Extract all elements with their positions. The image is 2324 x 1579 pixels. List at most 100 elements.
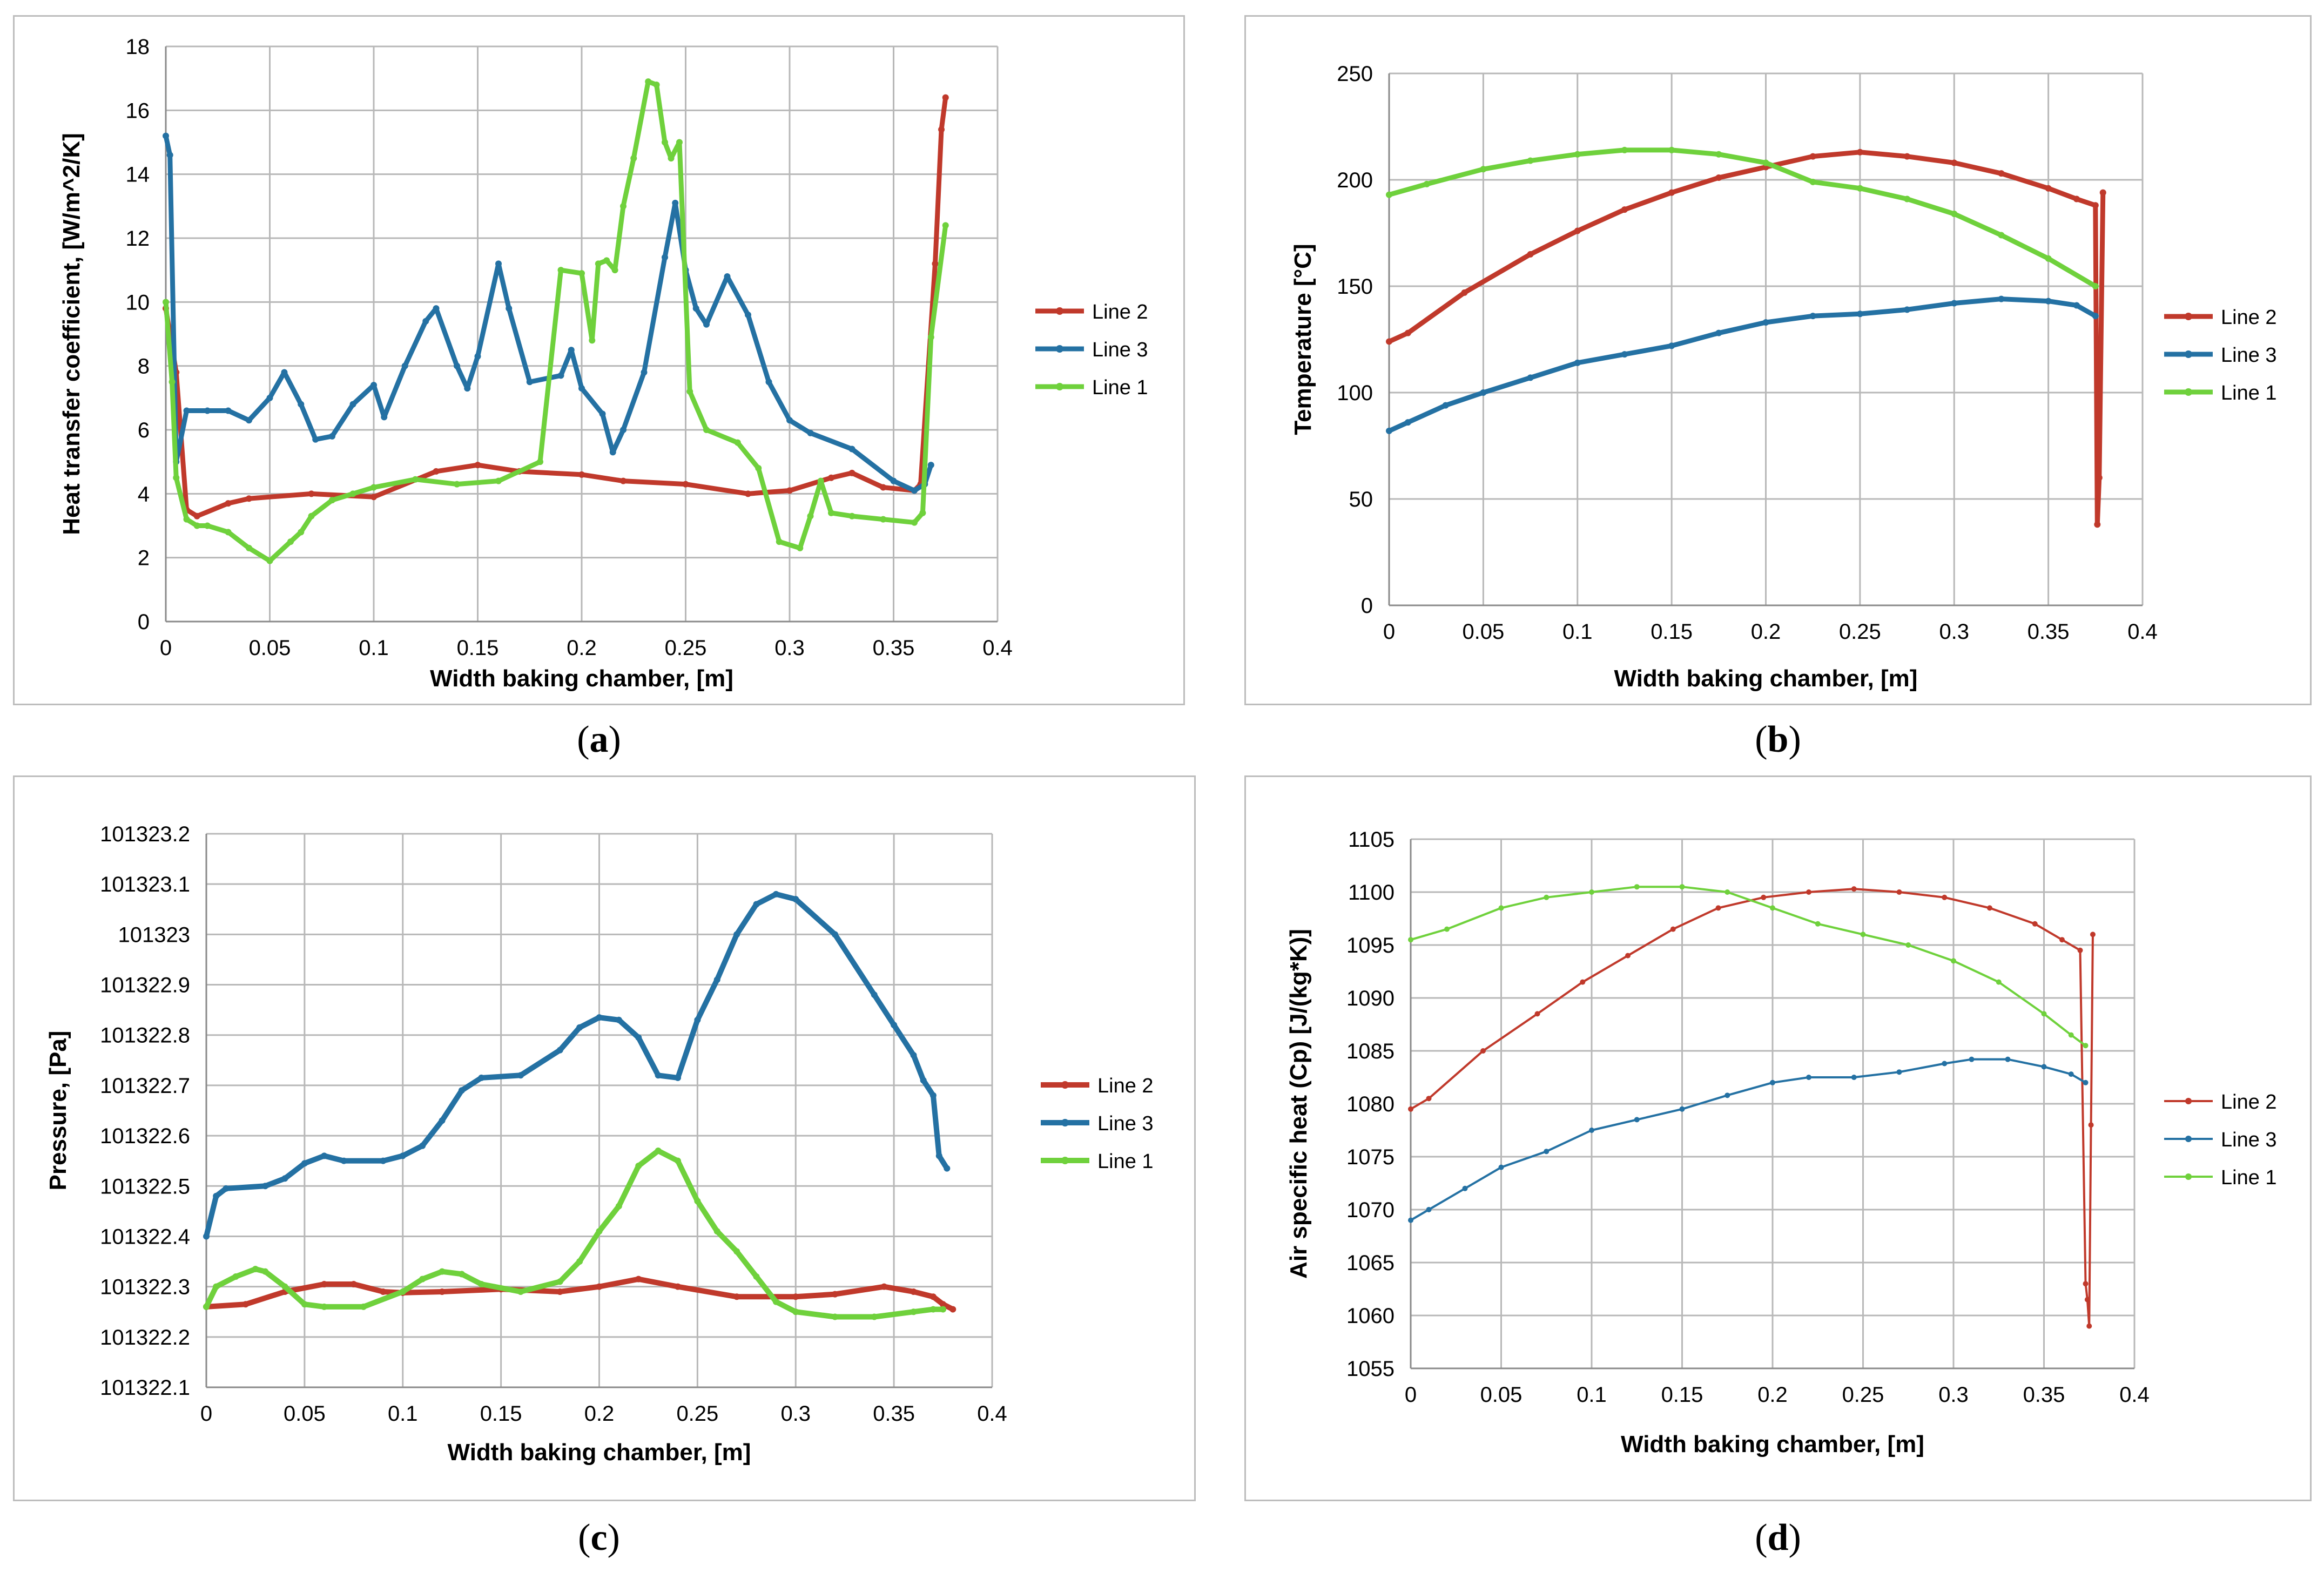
data-point <box>380 1157 387 1164</box>
data-point <box>301 1160 308 1167</box>
chart-c-legend: Line 2 Line 3 Line 1 <box>1041 1075 1154 1173</box>
chart-b-svg: 0 0.05 0.1 0.15 0.2 0.25 0.3 0.35 0.4 0 50 100 150 20… <box>1290 62 2277 692</box>
data-point <box>173 474 180 481</box>
data-point <box>2096 474 2103 481</box>
data-point <box>776 538 783 545</box>
y-tick-label: 1065 <box>1346 1251 1395 1275</box>
data-point <box>786 417 793 424</box>
x-tick-label: 0.4 <box>2127 620 2158 644</box>
data-point <box>733 1248 740 1255</box>
data-point <box>301 1301 308 1308</box>
legend-marker <box>2185 313 2192 320</box>
chart-a-x-axis-title: Width baking chamber, [m] <box>430 665 733 692</box>
x-tick-label: 0.2 <box>567 636 597 660</box>
data-point <box>1544 894 1550 900</box>
y-tick-label: 250 <box>1337 62 1373 86</box>
chart-d-series-line-2 <box>1408 886 2096 1329</box>
data-point <box>360 1303 367 1310</box>
data-point <box>1896 889 1902 895</box>
y-tick-label: 4 <box>138 482 150 506</box>
data-point <box>1770 905 1775 911</box>
data-point <box>792 1308 799 1315</box>
data-point <box>399 1152 406 1159</box>
data-point <box>1715 329 1722 336</box>
data-point <box>724 273 731 280</box>
y-tick-label: 2 <box>138 546 150 570</box>
series-line <box>1410 886 2086 1047</box>
chart-c-gridlines <box>205 833 993 1388</box>
data-point <box>298 401 305 408</box>
chart-a-legend: Line 2 Line 3 Line 1 <box>1035 301 1148 399</box>
data-point <box>596 1283 603 1290</box>
y-tick-label: 101322.9 <box>100 974 190 997</box>
x-tick-label: 0.2 <box>584 1402 615 1426</box>
data-point <box>1809 178 1816 185</box>
legend-marker <box>1061 1157 1069 1164</box>
data-point <box>713 976 720 983</box>
data-point <box>675 1074 681 1081</box>
data-point <box>1715 174 1722 181</box>
data-point <box>321 1280 328 1287</box>
caption-a: (a) <box>577 719 621 760</box>
data-point <box>1905 942 1911 948</box>
data-point <box>1725 1092 1730 1098</box>
data-point <box>1480 389 1487 396</box>
x-tick-label: 0.15 <box>457 636 499 660</box>
chart-panel-c: 0 0.05 0.1 0.15 0.2 0.25 0.3 0.35 0.4 101322.1 101… <box>13 775 1196 1501</box>
data-point <box>568 347 575 354</box>
x-tick-label: 0.3 <box>1939 620 1969 644</box>
data-point <box>1951 958 1956 964</box>
data-point <box>1725 889 1730 895</box>
data-point <box>832 1291 838 1298</box>
data-point <box>848 469 855 476</box>
data-point <box>419 1142 426 1149</box>
y-tick-label: 16 <box>126 99 150 123</box>
data-point <box>692 305 699 312</box>
data-point <box>1904 306 1911 313</box>
legend-label: Line 2 <box>2221 306 2277 329</box>
data-point <box>2059 937 2065 943</box>
data-point <box>1426 1096 1432 1102</box>
x-tick-label: 0.35 <box>873 636 915 660</box>
data-point <box>2099 189 2106 196</box>
data-point <box>1544 1149 1550 1155</box>
data-point <box>1634 1117 1640 1123</box>
x-tick-label: 0.4 <box>982 636 1013 660</box>
data-point <box>281 369 288 376</box>
data-point <box>611 267 618 274</box>
x-tick-label: 0 <box>1405 1383 1417 1407</box>
data-point <box>232 1273 239 1280</box>
data-point <box>478 1280 485 1287</box>
data-point <box>1634 884 1640 890</box>
data-point <box>645 78 652 85</box>
data-point <box>655 1148 662 1155</box>
data-point <box>1951 300 1958 307</box>
legend-label: Line 1 <box>1097 1150 1154 1173</box>
chart-c-y-axis-title: Pressure, [Pa] <box>45 1031 71 1191</box>
data-point <box>919 509 926 516</box>
y-tick-label: 100 <box>1337 381 1373 405</box>
y-tick-label: 150 <box>1337 275 1373 299</box>
chart-b-series-line-3 <box>1386 295 2099 434</box>
data-point <box>2077 947 2083 953</box>
data-point <box>266 557 273 564</box>
chart-d-x-axis-title: Width baking chamber, [m] <box>1621 1431 1924 1457</box>
y-tick-label: 1080 <box>1346 1092 1395 1116</box>
data-point <box>1668 189 1675 196</box>
series-line <box>1388 150 2106 527</box>
data-point <box>817 477 824 484</box>
legend-marker <box>2185 1173 2192 1180</box>
data-point <box>662 139 668 146</box>
data-point <box>848 446 855 453</box>
data-point <box>381 414 388 421</box>
y-tick-label: 101322.6 <box>100 1124 190 1148</box>
data-point <box>620 427 627 433</box>
data-point <box>506 305 513 312</box>
data-point <box>203 1233 210 1240</box>
data-point <box>223 1185 230 1192</box>
data-point <box>603 257 610 264</box>
data-point <box>433 305 440 312</box>
data-point <box>556 1288 563 1295</box>
chart-a-svg: 0 0.05 0.1 0.15 0.2 0.25 0.3 0.35 0.4 0 2 4 6 8 10 12 14… <box>58 35 1148 692</box>
data-point <box>464 385 471 392</box>
